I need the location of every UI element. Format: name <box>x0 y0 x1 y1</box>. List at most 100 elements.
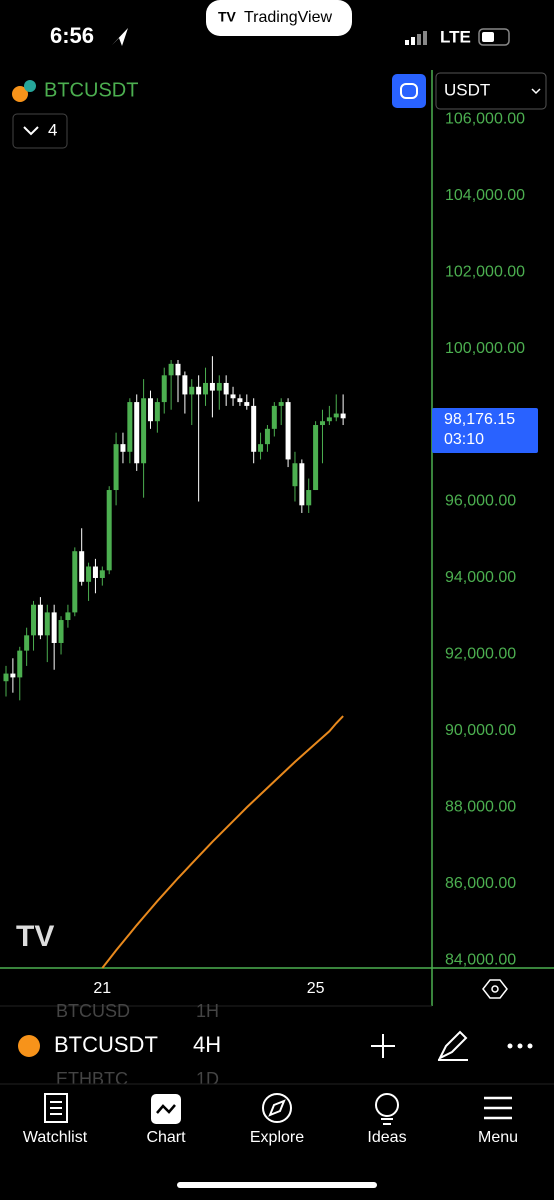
menu-icon <box>484 1096 512 1120</box>
app-pill <box>206 0 352 36</box>
watchlist-icon <box>44 1093 68 1123</box>
y-tick-label: 106,000.00 <box>445 110 525 127</box>
candle-body <box>244 402 250 406</box>
candle-body <box>271 405 277 429</box>
candle-body <box>319 421 325 426</box>
candle-body <box>237 398 243 403</box>
battery-level <box>482 32 494 42</box>
candle-body <box>292 463 298 487</box>
select-chevron <box>531 88 541 95</box>
explore-needle <box>268 1099 286 1117</box>
candle-body <box>278 402 284 406</box>
currency-select[interactable] <box>435 72 547 110</box>
location-icon <box>112 28 128 46</box>
x-tick-label: 25 <box>307 980 325 997</box>
candle-body <box>154 402 160 422</box>
candle-body <box>147 398 153 422</box>
nav-item[interactable]: Explore <box>250 1129 304 1146</box>
add-button[interactable] <box>371 1034 395 1058</box>
price-label-box <box>432 408 538 453</box>
candle-body <box>99 570 105 578</box>
more-button[interactable] <box>507 1043 533 1049</box>
candle-body <box>113 444 119 491</box>
usdt-icon <box>24 80 36 92</box>
candle-body <box>24 635 30 651</box>
candle-body <box>203 382 209 395</box>
tv-watermark: TV <box>16 920 54 953</box>
nav-item[interactable]: Ideas <box>367 1129 406 1146</box>
candle-body <box>37 604 43 636</box>
y-tick-label: 92,000.00 <box>445 646 516 663</box>
nav-item[interactable]: Chart <box>146 1129 186 1146</box>
candle-body <box>326 417 332 422</box>
candle-body <box>86 566 92 582</box>
chevron-icon <box>23 126 39 136</box>
candle-body <box>251 405 257 452</box>
status-network: LTE <box>440 27 471 46</box>
candle-body <box>216 382 222 391</box>
candle-body <box>285 402 291 460</box>
candle-body <box>168 363 174 376</box>
y-tick-label: 90,000.00 <box>445 722 516 739</box>
candle-body <box>120 444 126 452</box>
explore-icon <box>262 1093 292 1123</box>
pill-logo: TV <box>218 9 237 25</box>
home-indicator <box>177 1182 377 1188</box>
candle-body <box>72 551 78 613</box>
candle-body <box>3 673 9 682</box>
indicator-toggle[interactable] <box>12 113 68 149</box>
y-tick-label: 94,000.00 <box>445 569 516 586</box>
candle-body <box>92 566 98 578</box>
indicator-count: 4 <box>48 120 57 139</box>
nav-item[interactable]: Menu <box>478 1129 518 1146</box>
candle-body <box>209 382 215 391</box>
btc-icon <box>18 1035 40 1057</box>
y-tick-label: 102,000.00 <box>445 263 525 280</box>
candle-body <box>306 490 312 506</box>
candle-body <box>161 375 167 403</box>
candle-body <box>141 398 147 464</box>
list-interval: 1H <box>196 1001 219 1021</box>
draw-button[interactable] <box>437 1030 468 1061</box>
sync-icon <box>400 83 418 99</box>
btc-icon <box>12 86 28 102</box>
candle-body <box>58 620 64 643</box>
nav-item[interactable]: Watchlist <box>23 1129 88 1146</box>
y-tick-label: 104,000.00 <box>445 187 525 204</box>
y-tick-label: 84,000.00 <box>445 952 516 969</box>
y-tick-label: 86,000.00 <box>445 875 516 892</box>
candle-body <box>313 425 319 491</box>
candle-body <box>79 551 85 582</box>
settings-icon[interactable] <box>482 979 508 999</box>
candle-body <box>65 612 71 621</box>
candle-body <box>17 650 23 678</box>
candle-body <box>223 382 229 395</box>
x-tick-label: 21 <box>93 980 111 997</box>
moving-average <box>101 715 344 969</box>
candle-body <box>230 394 236 399</box>
candle-body <box>134 402 140 464</box>
candle-body <box>340 413 346 419</box>
signal-icon <box>405 31 427 45</box>
price-label: 98,176.15 <box>444 411 515 428</box>
candle-body <box>264 428 270 445</box>
sync-button[interactable] <box>392 74 426 108</box>
list-interval: 4H <box>193 1032 221 1057</box>
chart-icon-line <box>156 1104 176 1114</box>
candle-body <box>175 363 181 376</box>
settings-icon-dot <box>491 985 499 993</box>
candle-body <box>299 463 305 506</box>
header-symbol[interactable]: BTCUSDT <box>44 79 138 101</box>
candle-body <box>333 413 339 418</box>
candle-body <box>106 490 112 571</box>
currency-text: USDT <box>444 80 490 99</box>
y-tick-label: 96,000.00 <box>445 493 516 510</box>
candle-body <box>127 402 133 452</box>
ideas-icon-base <box>381 1118 393 1125</box>
candle-body <box>44 612 50 636</box>
ideas-icon <box>375 1093 399 1117</box>
list-symbol[interactable]: BTCUSD <box>56 1001 130 1021</box>
list-symbol[interactable]: BTCUSDT <box>54 1032 158 1057</box>
